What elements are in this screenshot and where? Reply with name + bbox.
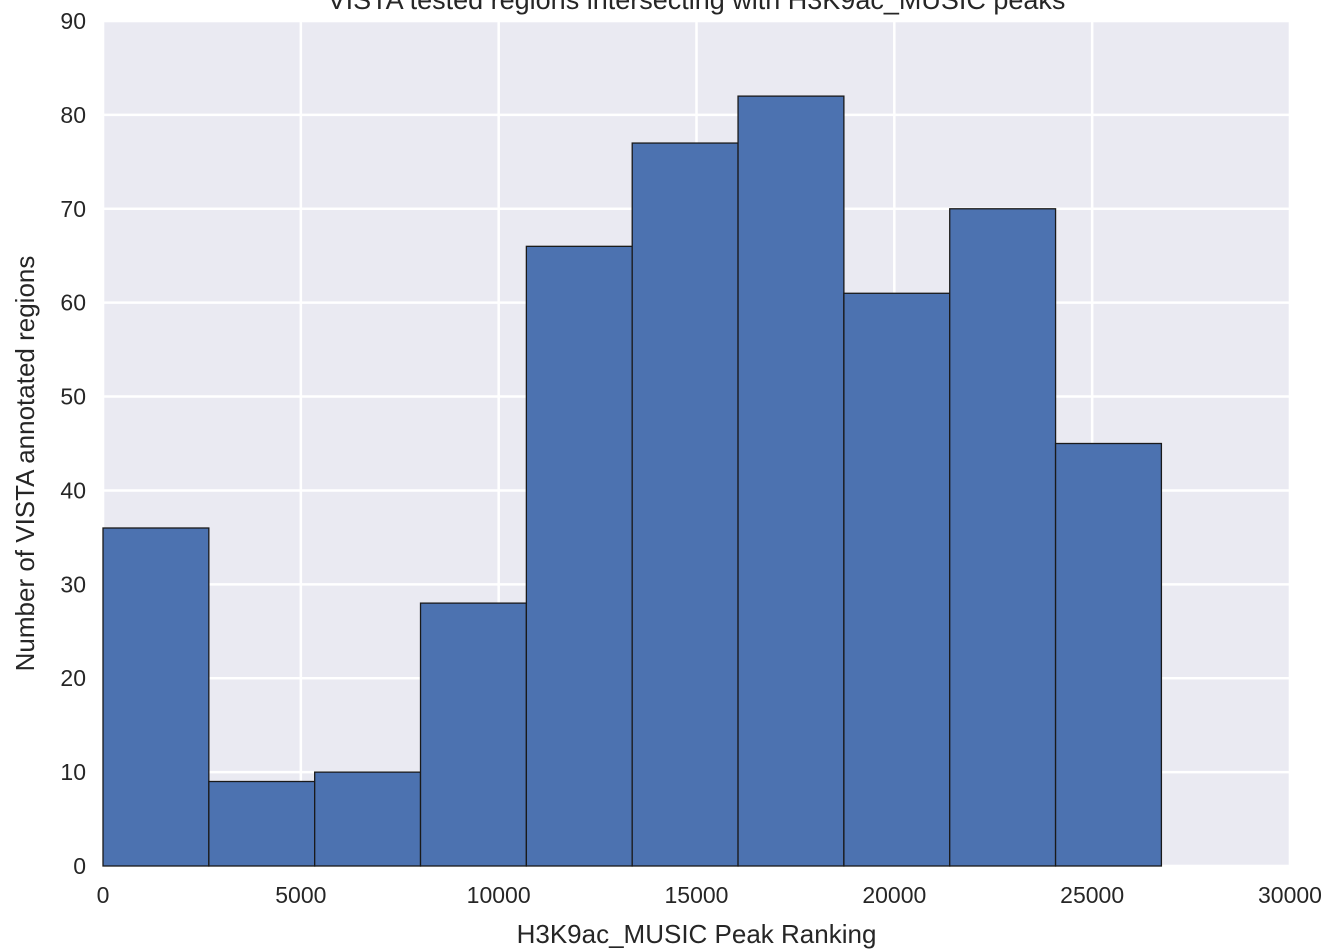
histogram-bar [843, 292, 951, 867]
y-tick-label: 30 [60, 571, 86, 597]
y-tick-label: 20 [60, 665, 86, 691]
x-tick-label: 10000 [467, 882, 531, 908]
y-tick-label: 40 [60, 477, 86, 503]
y-axis-label: Number of VISTA annotated regions [10, 256, 40, 672]
x-tick-label: 15000 [665, 882, 729, 908]
y-tick-label: 70 [60, 196, 86, 222]
x-tick-label: 25000 [1060, 882, 1124, 908]
histogram-bar [314, 771, 422, 867]
x-tick-labels: 0 5000 10000 15000 20000 25000 30000 [97, 882, 1322, 908]
chart-title: VISTA tested regions intersecting with H… [328, 0, 1066, 15]
bars [102, 95, 1163, 867]
y-tick-label: 80 [60, 102, 86, 128]
y-tick-label: 10 [60, 759, 86, 785]
histogram-bar [631, 142, 739, 867]
y-tick-labels: 0 10 20 30 40 50 60 70 80 90 [60, 8, 86, 879]
x-tick-label: 0 [97, 882, 110, 908]
x-tick-label: 20000 [862, 882, 926, 908]
histogram-bar [1054, 442, 1163, 867]
x-axis-label: H3K9ac_MUSIC Peak Ranking [517, 919, 877, 949]
y-tick-label: 90 [60, 8, 86, 34]
x-tick-label: 30000 [1258, 882, 1322, 908]
y-tick-label: 50 [60, 384, 86, 410]
histogram-bar [419, 602, 528, 867]
y-tick-label: 0 [73, 853, 86, 879]
histogram-bar [102, 527, 210, 867]
histogram-bar [737, 95, 845, 867]
y-tick-label: 60 [60, 290, 86, 316]
histogram-bar [949, 208, 1057, 867]
x-tick-label: 5000 [275, 882, 326, 908]
histogram-bar [525, 245, 633, 867]
histogram-bar [208, 780, 316, 867]
